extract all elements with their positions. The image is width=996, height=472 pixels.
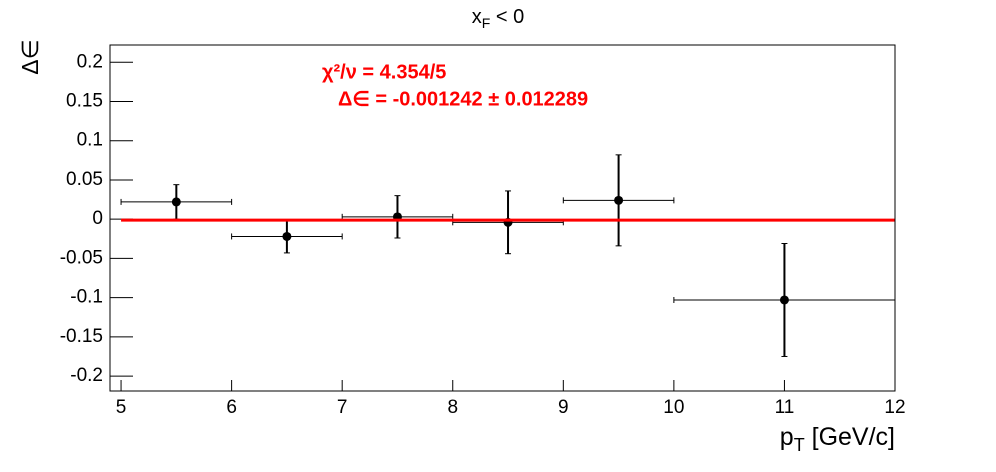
plot-area: 5 6 7 8 9 10 11 12 -0.2 -0.15 -0.1 -0.05 0 0.05 0.1 0.1… xyxy=(60,51,906,418)
title-part: x xyxy=(472,6,482,28)
x-tick-label: 7 xyxy=(337,397,348,418)
x-label-part: p xyxy=(780,423,794,451)
y-tick-label: 0.05 xyxy=(66,169,103,190)
annotation: Δ∈ = -0.001242 ± 0.012289 xyxy=(338,88,588,110)
y-tick-label: 0.15 xyxy=(66,91,103,112)
y-tick-label: -0.05 xyxy=(60,247,103,268)
y-tick-label: 0 xyxy=(92,208,103,229)
x-tick-label: 6 xyxy=(226,397,237,418)
x-tick-label: 5 xyxy=(116,397,127,418)
data-point xyxy=(779,295,789,305)
y-tick-label: 0.1 xyxy=(77,130,103,151)
x-label-part: T xyxy=(794,435,805,455)
title-part: < 0 xyxy=(490,6,524,28)
x-tick-label: 10 xyxy=(663,397,684,418)
frame xyxy=(109,44,896,392)
x-axis-label: pT [GeV/c] xyxy=(780,423,895,455)
data-point xyxy=(614,195,624,205)
x-label-part: [GeV/c] xyxy=(805,423,895,451)
x-tick-label: 12 xyxy=(884,397,905,418)
data-point xyxy=(282,231,292,241)
x-tick-label: 9 xyxy=(558,397,569,418)
y-tick-label: -0.2 xyxy=(70,365,103,386)
data-point xyxy=(171,197,181,207)
title-part: F xyxy=(482,15,491,31)
chart-title: xF < 0 xyxy=(472,6,524,30)
x-tick-label: 8 xyxy=(447,397,458,418)
y-axis-label: Δ∈ xyxy=(17,39,43,74)
annotation: χ²/ν = 4.354/5 xyxy=(322,61,446,83)
y-tick-label: -0.15 xyxy=(60,326,103,347)
y-tick-label: 0.2 xyxy=(77,51,103,72)
y-tick-label: -0.1 xyxy=(70,287,103,308)
x-tick-label: 11 xyxy=(775,397,795,418)
